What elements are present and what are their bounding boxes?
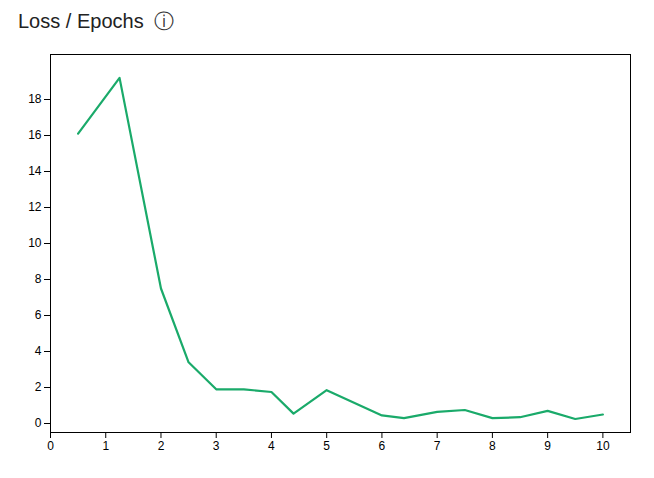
svg-text:18: 18	[28, 92, 42, 106]
svg-text:6: 6	[35, 308, 42, 322]
svg-text:14: 14	[28, 164, 42, 178]
svg-text:2: 2	[158, 439, 165, 453]
svg-text:6: 6	[379, 439, 386, 453]
svg-text:5: 5	[323, 439, 330, 453]
svg-text:0: 0	[35, 416, 42, 430]
svg-text:9: 9	[544, 439, 551, 453]
svg-text:8: 8	[489, 439, 496, 453]
svg-text:10: 10	[596, 439, 610, 453]
svg-text:2: 2	[35, 380, 42, 394]
svg-text:8: 8	[35, 272, 42, 286]
svg-text:10: 10	[28, 236, 42, 250]
svg-text:3: 3	[213, 439, 220, 453]
svg-text:16: 16	[28, 128, 42, 142]
svg-text:12: 12	[28, 200, 42, 214]
svg-text:7: 7	[434, 439, 441, 453]
svg-text:0: 0	[47, 439, 54, 453]
html-text:Loss / Epochs: Loss / Epochs	[18, 10, 144, 32]
svg-text:4: 4	[268, 439, 275, 453]
svg-text:4: 4	[35, 344, 42, 358]
svg-text:1: 1	[102, 439, 109, 453]
